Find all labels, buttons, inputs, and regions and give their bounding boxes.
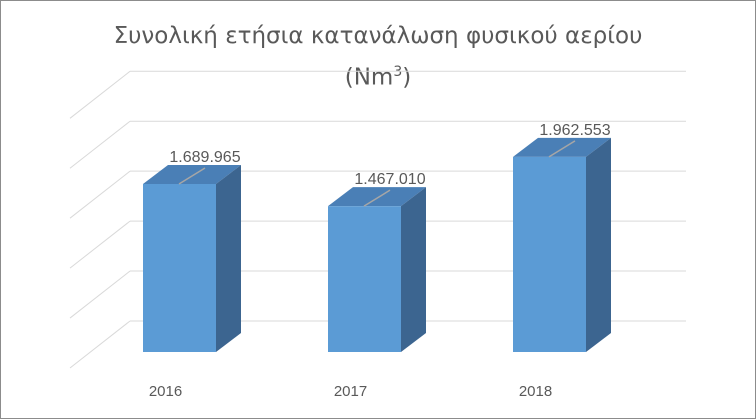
data-label-leader (363, 189, 391, 207)
side-gridline (69, 220, 131, 269)
chart-title-line2: (Nm3) (0, 54, 756, 96)
bar-side-face (586, 137, 611, 352)
data-label-leader (548, 140, 576, 158)
side-gridline (69, 320, 131, 369)
bar-top-face (328, 187, 426, 207)
side-gridline (69, 70, 131, 119)
chart-title-unit-prefix: (Nm (344, 64, 394, 91)
data-label-leader (178, 167, 206, 185)
bar-side-face (401, 187, 426, 352)
chart-title-line1: Συνολική ετήσια κατανάλωση φυσικού αερίο… (113, 23, 643, 49)
bar-top-face (513, 137, 611, 157)
data-label: 1.467.010 (354, 171, 425, 188)
side-gridline (69, 270, 131, 319)
x-tick-label: 2017 (334, 383, 367, 400)
side-gridline (69, 120, 131, 169)
x-tick-label: 2018 (519, 383, 552, 400)
side-gridline (69, 170, 131, 219)
chart-title: Συνολική ετήσια κατανάλωση φυσικού αερίο… (0, 18, 756, 96)
bar-side-face (216, 165, 241, 352)
chart-title-unit-suffix: ) (402, 64, 412, 91)
data-label: 1.689.965 (169, 149, 240, 166)
chart-title-unit-sup: 3 (393, 64, 403, 80)
bar (513, 156, 586, 352)
bar-top-face (143, 165, 241, 184)
bar (328, 206, 401, 352)
data-label: 1.962.553 (539, 122, 610, 139)
bar (143, 184, 216, 352)
x-tick-label: 2016 (149, 383, 182, 400)
